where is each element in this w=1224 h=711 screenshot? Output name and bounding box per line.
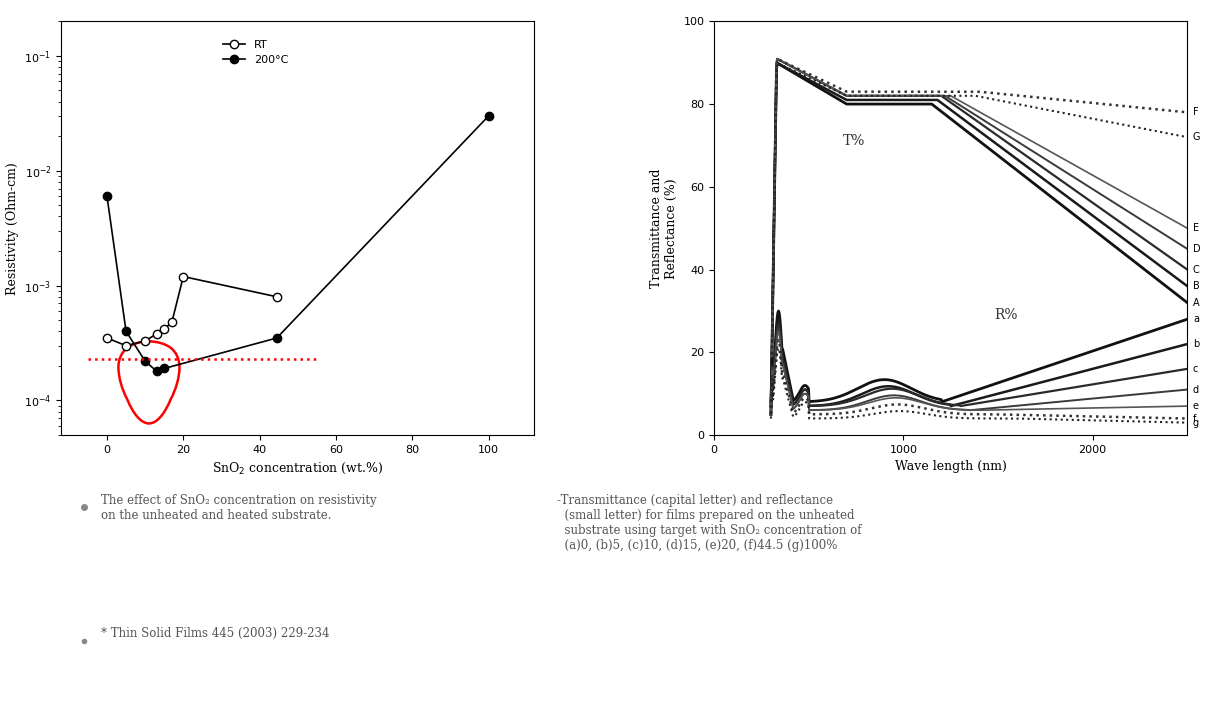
200°C bbox=[119, 327, 133, 336]
RT bbox=[138, 337, 153, 346]
Text: f: f bbox=[1193, 414, 1196, 424]
Line: RT: RT bbox=[103, 272, 282, 350]
Text: a: a bbox=[1193, 314, 1200, 324]
RT bbox=[99, 333, 114, 342]
Text: The effect of SnO₂ concentration on resistivity
on the unheated and heated subst: The effect of SnO₂ concentration on resi… bbox=[100, 493, 376, 522]
RT bbox=[157, 325, 171, 333]
Text: G: G bbox=[1193, 132, 1201, 142]
Text: b: b bbox=[1193, 339, 1200, 349]
200°C bbox=[269, 333, 284, 342]
RT bbox=[176, 272, 191, 281]
Text: -Transmittance (capital letter) and reflectance
  (small letter) for films prepa: -Transmittance (capital letter) and refl… bbox=[557, 493, 862, 552]
Text: A: A bbox=[1193, 298, 1200, 308]
Line: 200°C: 200°C bbox=[103, 112, 493, 375]
X-axis label: Wave length (nm): Wave length (nm) bbox=[895, 460, 1006, 474]
Text: e: e bbox=[1193, 401, 1200, 411]
Y-axis label: Resistivity (Ohm-cm): Resistivity (Ohm-cm) bbox=[6, 162, 18, 294]
Legend: RT, 200°C: RT, 200°C bbox=[218, 35, 293, 70]
200°C bbox=[157, 364, 171, 373]
RT bbox=[119, 341, 133, 350]
RT bbox=[164, 318, 179, 326]
200°C bbox=[138, 357, 153, 365]
Text: T%: T% bbox=[843, 134, 865, 149]
Text: F: F bbox=[1193, 107, 1198, 117]
Text: d: d bbox=[1193, 385, 1200, 395]
Y-axis label: Transmittance and
Reflectance (%): Transmittance and Reflectance (%) bbox=[650, 169, 678, 288]
200°C bbox=[481, 112, 496, 120]
Text: C: C bbox=[1193, 264, 1200, 274]
RT bbox=[149, 330, 164, 338]
Text: D: D bbox=[1193, 244, 1201, 254]
Text: B: B bbox=[1193, 281, 1200, 291]
200°C bbox=[99, 192, 114, 201]
Text: c: c bbox=[1193, 364, 1198, 374]
Text: E: E bbox=[1193, 223, 1200, 233]
Text: g: g bbox=[1193, 417, 1200, 427]
Text: R%: R% bbox=[994, 309, 1017, 322]
200°C bbox=[149, 367, 164, 375]
X-axis label: SnO$_2$ concentration (wt.%): SnO$_2$ concentration (wt.%) bbox=[212, 460, 383, 476]
Text: * Thin Solid Films 445 (2003) 229-234: * Thin Solid Films 445 (2003) 229-234 bbox=[100, 627, 329, 641]
RT bbox=[269, 292, 284, 301]
